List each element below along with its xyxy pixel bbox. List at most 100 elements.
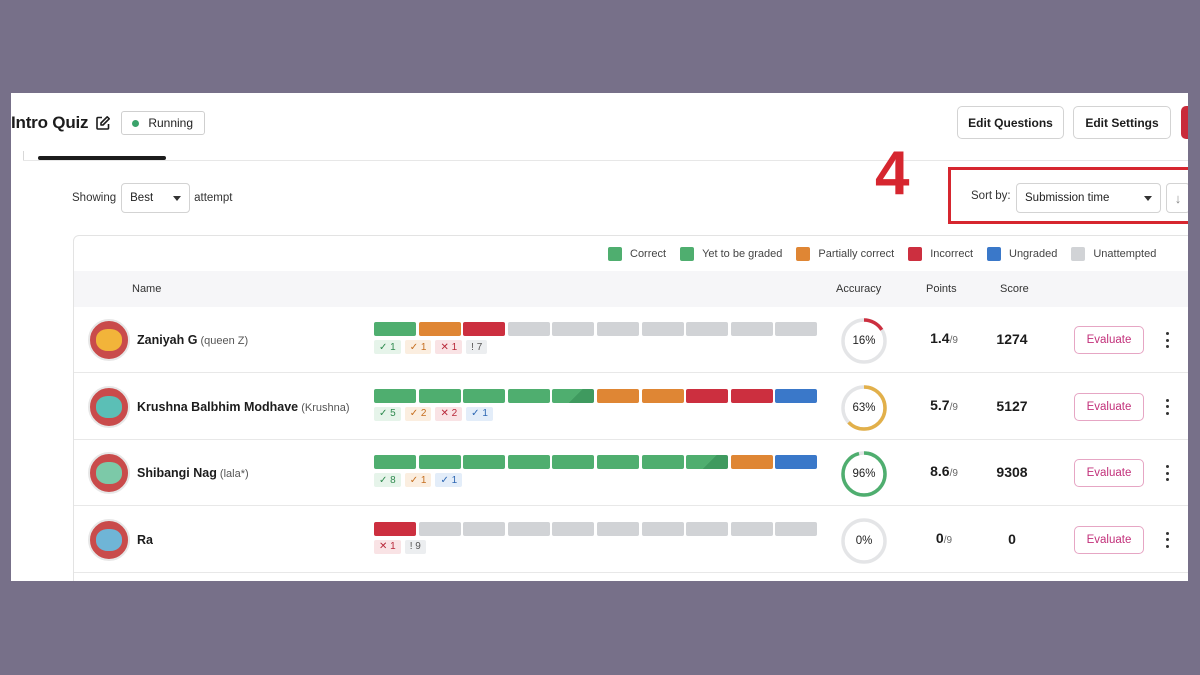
question-segment[interactable] <box>507 388 550 403</box>
question-segment[interactable] <box>730 455 773 469</box>
results-panel <box>73 235 1188 581</box>
student-name[interactable]: Zaniyah G (queen Z) <box>137 333 248 347</box>
accuracy-value: 96% <box>852 468 876 480</box>
question-segment[interactable] <box>730 521 773 536</box>
legend-label: Correct <box>630 248 667 260</box>
question-segment[interactable] <box>775 455 818 469</box>
result-badge-unattempted: ! 7 <box>466 340 488 354</box>
student-name[interactable]: Krushna Balbhim Modhave (Krushna) <box>137 400 350 414</box>
student-name-text: Zaniyah G <box>137 333 198 347</box>
result-badge-correct: ✓ 5 <box>374 406 401 421</box>
evaluate-button[interactable]: Evaluate <box>1074 459 1144 487</box>
question-segment[interactable] <box>418 322 461 336</box>
question-segment[interactable] <box>775 388 818 403</box>
question-segment[interactable] <box>552 455 595 469</box>
annotation-highlight-box <box>948 167 1188 224</box>
more-options-icon[interactable] <box>1164 465 1170 481</box>
points-max: /9 <box>949 335 958 346</box>
column-header-score[interactable]: Score <box>1000 283 1029 295</box>
attempt-select[interactable]: Best <box>121 183 191 213</box>
question-segment[interactable] <box>686 521 729 536</box>
sort-arrow-icon: ↓ <box>1174 190 1182 206</box>
evaluate-button[interactable]: Evaluate <box>1074 392 1144 421</box>
student-name[interactable]: Shibangi Nag (lala*) <box>137 466 249 480</box>
question-segment[interactable] <box>374 388 416 403</box>
question-segment[interactable] <box>463 388 506 403</box>
accuracy-value: 0% <box>855 534 873 547</box>
more-options-icon[interactable] <box>1164 332 1170 348</box>
question-segment[interactable] <box>374 322 416 336</box>
question-segment[interactable] <box>507 322 550 336</box>
question-segment[interactable] <box>641 388 684 403</box>
question-segment[interactable] <box>418 521 461 536</box>
legend-label: Unattempted <box>1093 248 1157 260</box>
quiz-report-card: Intro Quiz Running Edit Questions Edit S… <box>11 93 1188 581</box>
student-name[interactable]: Ra <box>137 533 153 547</box>
edit-icon[interactable] <box>95 115 111 131</box>
question-segment[interactable] <box>374 455 416 469</box>
column-header-accuracy[interactable]: Accuracy <box>836 283 882 295</box>
question-progress-bar <box>374 521 820 536</box>
legend: Correct Yet to be graded Partially correct… <box>608 246 1170 262</box>
question-segment[interactable] <box>686 455 729 469</box>
status-dot-icon <box>132 119 140 127</box>
result-badge-partial: ✓ 1 <box>404 473 432 487</box>
active-tab-indicator <box>38 156 166 160</box>
sort-by-label: Sort by: <box>971 190 1011 202</box>
question-segment[interactable] <box>463 322 506 336</box>
legend-swatch <box>908 247 923 261</box>
sort-direction-button[interactable]: ↓ <box>1166 183 1188 213</box>
result-badge-correct: ✓ 1 <box>374 340 401 354</box>
points-earned: 5.7 <box>930 396 950 413</box>
question-segment[interactable] <box>641 455 684 469</box>
question-segment[interactable] <box>552 521 595 536</box>
more-options-icon[interactable] <box>1164 531 1170 548</box>
question-segment[interactable] <box>775 521 818 536</box>
question-segment[interactable] <box>596 455 639 469</box>
question-segment[interactable] <box>686 322 729 336</box>
edit-questions-button[interactable]: Edit Questions <box>957 106 1064 139</box>
question-segment[interactable] <box>507 455 550 469</box>
points-max: /9 <box>949 468 958 479</box>
question-segment[interactable] <box>730 322 773 336</box>
result-badge-unattempted: ! 9 <box>404 539 426 554</box>
question-segment[interactable] <box>596 388 639 403</box>
annotation-step-number: 4 <box>875 139 910 208</box>
question-segment[interactable] <box>596 521 639 536</box>
question-segment[interactable] <box>463 455 506 469</box>
avatar <box>88 385 130 428</box>
question-segment[interactable] <box>463 521 506 536</box>
accuracy-ring-fill <box>841 318 887 364</box>
primary-action-button-partial[interactable] <box>1181 106 1188 139</box>
evaluate-button[interactable]: Evaluate <box>1074 326 1144 354</box>
question-segment[interactable] <box>418 388 461 403</box>
question-segment[interactable] <box>507 521 550 536</box>
question-segment[interactable] <box>686 388 729 403</box>
more-options-icon[interactable] <box>1164 398 1170 415</box>
avatar-image <box>96 462 122 484</box>
question-segment[interactable] <box>641 322 684 336</box>
attempt-suffix: attempt <box>194 192 233 204</box>
column-header-name[interactable]: Name <box>132 283 162 295</box>
question-segment[interactable] <box>596 322 639 336</box>
question-segment[interactable] <box>730 388 773 403</box>
question-segment[interactable] <box>374 521 416 536</box>
column-header-points[interactable]: Points <box>926 283 957 295</box>
table-row: Krushna Balbhim Modhave (Krushna) ✓ 5 ✓ 2 ✕… <box>74 374 1188 440</box>
points-max: /9 <box>943 534 953 546</box>
question-segment[interactable] <box>775 322 818 336</box>
chevron-down-icon <box>1144 195 1152 201</box>
result-badges: ✓ 1 ✓ 1 ✕ 1! 7 <box>374 340 491 354</box>
legend-label: Yet to be graded <box>702 248 783 260</box>
sort-select[interactable]: Submission time <box>1016 183 1161 213</box>
edit-settings-button[interactable]: Edit Settings <box>1073 106 1171 139</box>
question-segment[interactable] <box>418 455 461 469</box>
points-earned: 8.6 <box>930 463 950 479</box>
result-badge-incorrect: ✕ 2 <box>435 406 463 421</box>
question-segment[interactable] <box>552 322 595 336</box>
status-badge: Running <box>121 111 206 135</box>
question-segment[interactable] <box>552 388 595 403</box>
evaluate-button[interactable]: Evaluate <box>1074 525 1144 554</box>
question-segment[interactable] <box>641 521 684 536</box>
points-max: /9 <box>949 401 958 413</box>
